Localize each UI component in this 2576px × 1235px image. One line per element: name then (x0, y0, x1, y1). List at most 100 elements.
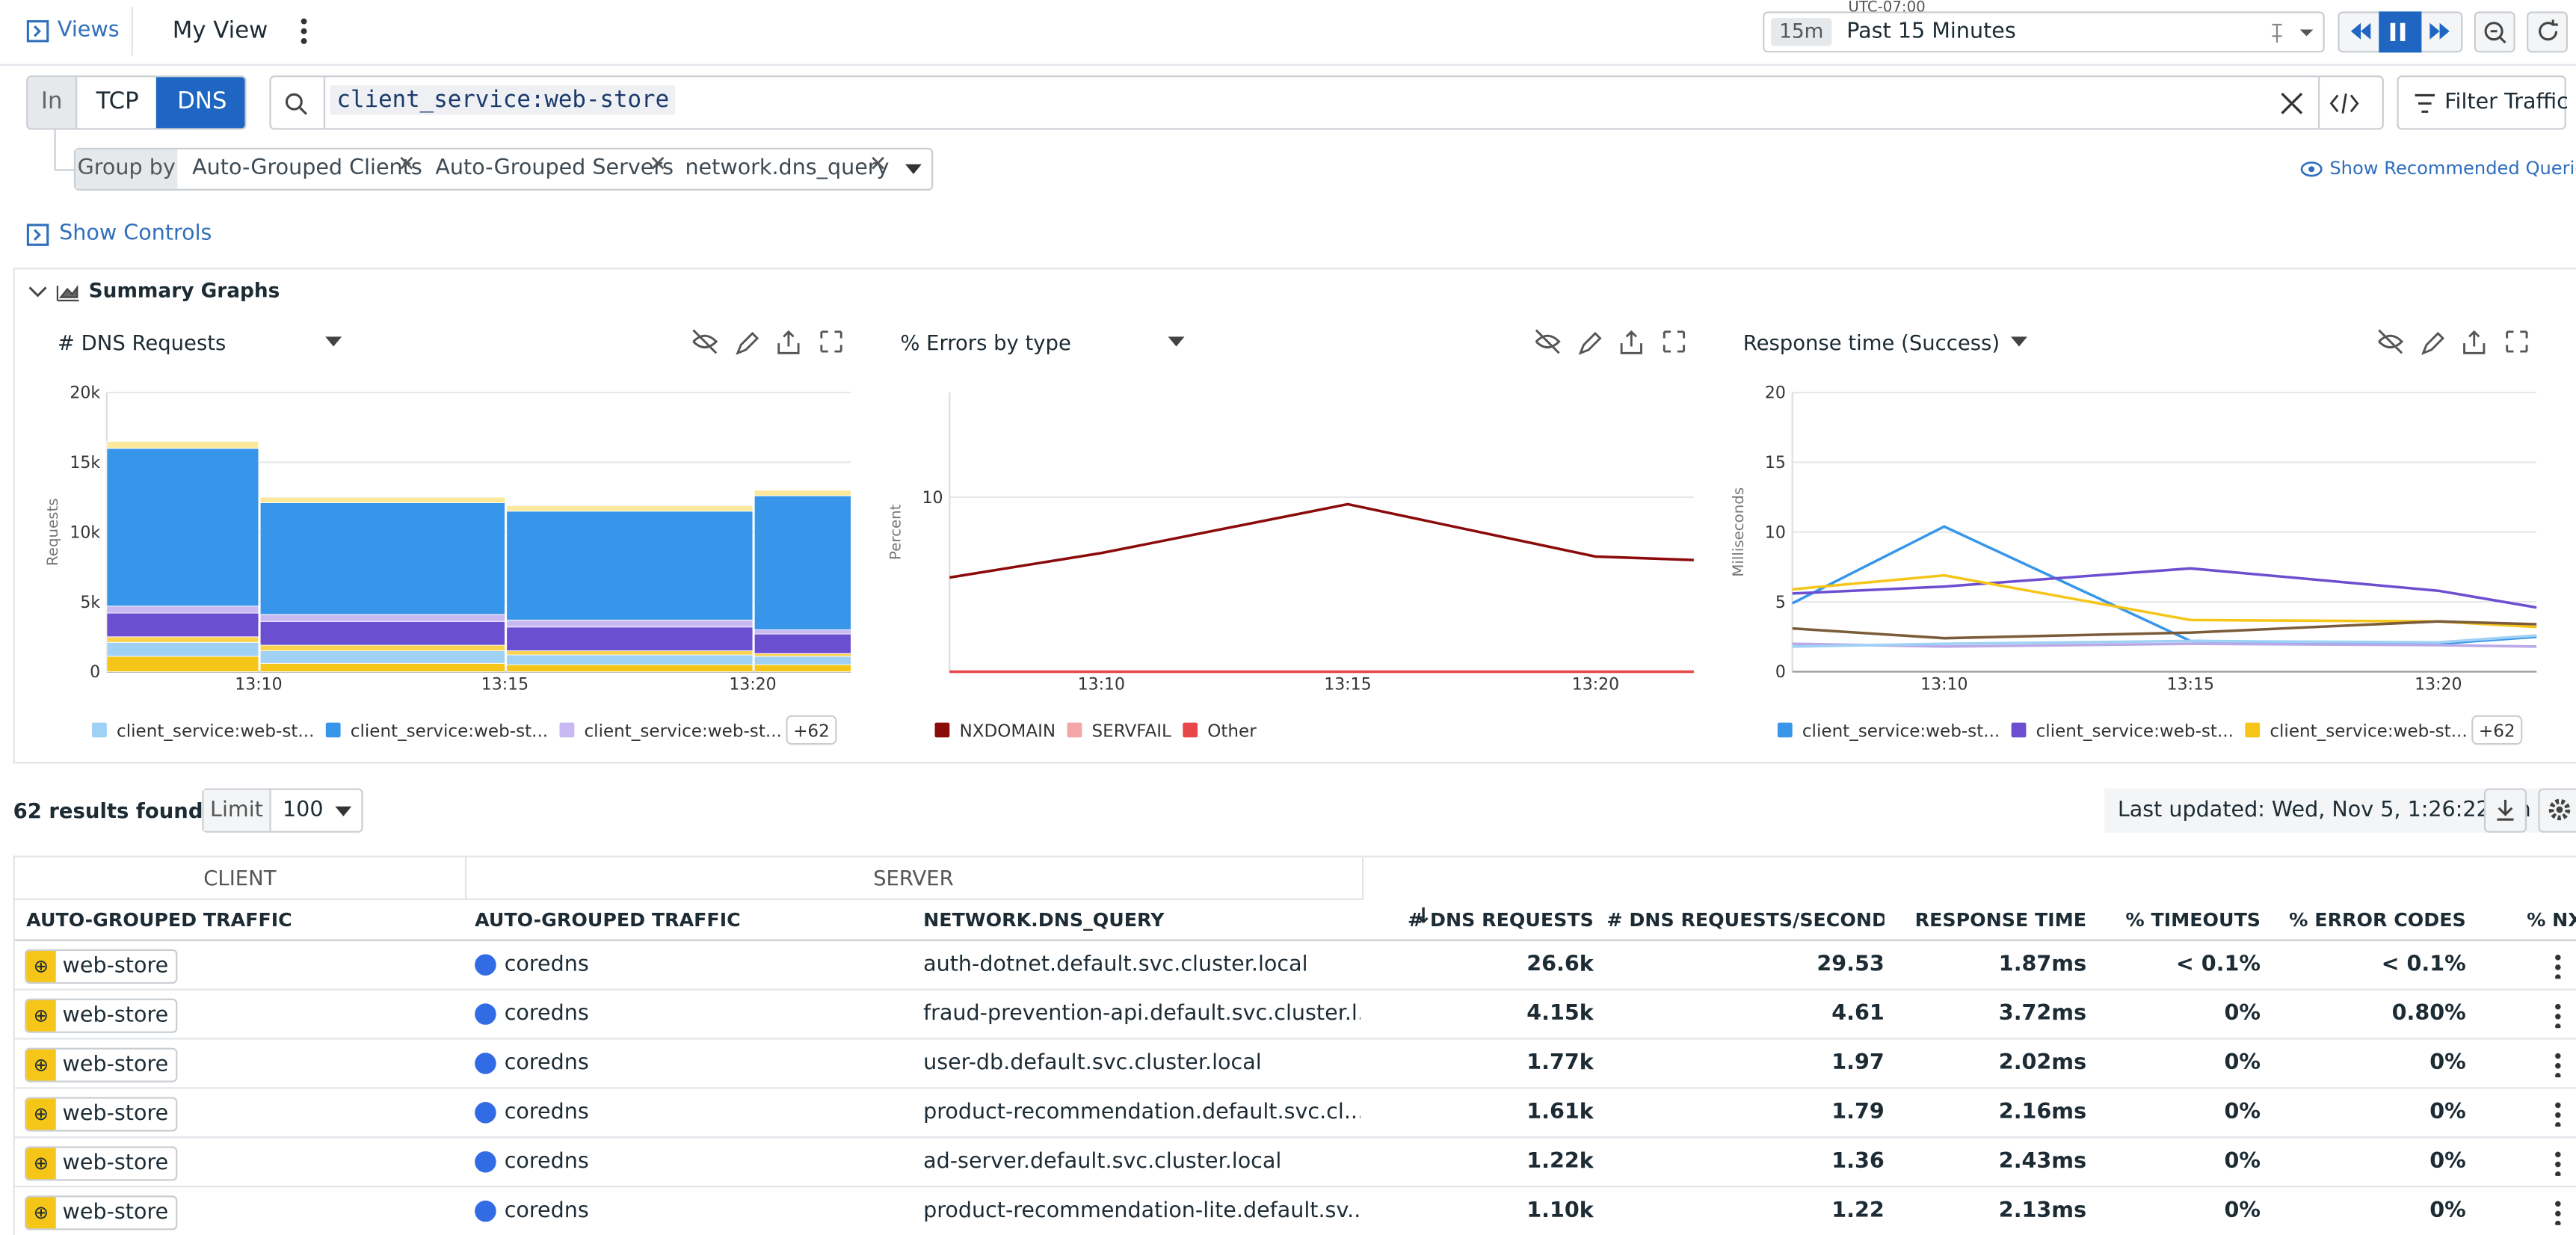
legend-entry[interactable]: client_service:web-st... (351, 721, 548, 741)
hide-icon[interactable] (2378, 329, 2404, 354)
y-tick-label: 20k (70, 384, 100, 403)
show-recommended[interactable]: Show Recommended Queries (2329, 157, 2576, 179)
legend-entry[interactable]: Other (1207, 721, 1257, 741)
bar-segment (106, 641, 259, 657)
cell: product-recommendation.default.svc.cl... (923, 1100, 1361, 1125)
column-header[interactable]: # DNS REQUESTS (1408, 908, 1594, 931)
tab-tcp[interactable]: TCP (76, 77, 158, 129)
remove-tag[interactable]: ✕ (649, 153, 668, 178)
code-icon[interactable] (2329, 92, 2359, 115)
bar-segment (506, 654, 754, 665)
playback-icons (2350, 22, 2450, 41)
cell: 1.87ms (1998, 952, 2087, 978)
cell: 1.61k (1526, 1100, 1594, 1125)
chart-menu-caret[interactable] (1168, 336, 1185, 347)
download-button[interactable] (2483, 788, 2527, 833)
settings-button[interactable] (2538, 788, 2576, 833)
x-tick-label: 13:15 (481, 676, 529, 695)
share-icon[interactable] (777, 330, 800, 354)
hide-icon[interactable] (1535, 329, 1561, 354)
share-icon[interactable] (1620, 330, 1642, 354)
column-header[interactable]: # DNS REQUESTS/SECOND (1606, 908, 1885, 931)
controls-icon (26, 224, 49, 246)
filter-traffic-button[interactable]: Filter Traffic (2397, 76, 2569, 130)
show-controls[interactable]: Show Controls (59, 221, 212, 247)
column-header[interactable]: % NX (2527, 908, 2576, 931)
views-link[interactable]: Views (57, 18, 120, 43)
edit-icon[interactable] (736, 331, 759, 355)
view-name-box[interactable]: My View (155, 10, 281, 53)
row-menu-dots (2554, 952, 2562, 979)
expand-icon[interactable] (2506, 330, 2528, 353)
column-header[interactable]: RESPONSE TIME (1914, 908, 2087, 931)
chart-menu-caret[interactable] (2010, 336, 2027, 347)
tab-in[interactable]: In (28, 77, 76, 129)
cell: 2.43ms (1998, 1149, 2087, 1174)
column-header[interactable]: NETWORK.DNS_QUERY (923, 908, 1165, 931)
cell: 1.10k (1526, 1198, 1594, 1224)
chart-menu-caret[interactable] (325, 336, 342, 347)
column-header[interactable]: AUTO-GROUPED TRAFFIC (26, 908, 292, 931)
pause-button[interactable] (2379, 11, 2422, 53)
search-box[interactable]: client_service:web-store (269, 76, 2384, 130)
bar-segment (106, 636, 259, 643)
group-caret[interactable] (905, 164, 922, 176)
line-series (1792, 620, 2537, 640)
row-menu-dots (2554, 1149, 2562, 1176)
hide-icon[interactable] (692, 329, 718, 354)
remove-tag[interactable]: ✕ (869, 153, 887, 178)
time-range: Past 15 Minutes (1846, 19, 2016, 45)
edit-icon[interactable] (1578, 331, 1602, 355)
legend-entry[interactable]: client_service:web-st... (2270, 721, 2467, 741)
zoom-button[interactable] (2474, 11, 2515, 53)
legend-entry[interactable]: client_service:web-st... (117, 721, 314, 741)
expand-icon[interactable] (1663, 330, 1686, 353)
legend-swatch (559, 722, 575, 738)
zoom-icon (2484, 22, 2506, 44)
cell: auth-dotnet.default.svc.cluster.local (923, 952, 1308, 978)
refresh-button[interactable] (2527, 11, 2569, 53)
y-tick-label: 15k (70, 454, 100, 472)
row-line (14, 1038, 2576, 1040)
legend-more-box[interactable] (2471, 715, 2523, 745)
protocol-tabs: In TCP DNS (26, 76, 247, 130)
legend-entry[interactable]: client_service:web-st... (2036, 721, 2234, 741)
view-menu[interactable] (298, 16, 311, 46)
line-series (1791, 525, 2537, 645)
x-tick-label: 13:15 (2167, 676, 2214, 695)
legend-entry[interactable]: client_service:web-st... (584, 721, 781, 741)
server-name: coredns (504, 1149, 589, 1174)
legend-entry[interactable]: SERVFAIL (1092, 721, 1171, 741)
remove-tag[interactable]: ✕ (397, 153, 416, 178)
limit-select[interactable]: Limit 100 (202, 788, 363, 833)
tab-dns[interactable]: DNS (155, 77, 245, 129)
summary-toggle[interactable] (28, 283, 84, 302)
column-header[interactable]: % TIMEOUTS (2125, 908, 2261, 931)
legend-entry[interactable]: NXDOMAIN (959, 721, 1056, 741)
client-chip: ⊕ web-store (24, 998, 179, 1033)
bar-segment (259, 650, 505, 664)
edit-icon[interactable] (2421, 331, 2445, 355)
chart: # DNS Requests Requests 0 5k 10k 15k 20k 13:10 1… (44, 329, 851, 745)
column-header[interactable]: % ERROR CODES (2289, 908, 2466, 931)
legend-entry[interactable]: client_service:web-st... (1802, 721, 2000, 741)
cell: 0% (2429, 1198, 2466, 1224)
chart-actions (2378, 329, 2528, 355)
expand-icon[interactable] (820, 330, 842, 353)
views-icon[interactable] (26, 19, 49, 43)
client-name: web-store (62, 1151, 169, 1176)
client-icon: ⊕ (26, 1000, 56, 1032)
bar-segment (259, 614, 505, 622)
client-name: web-store (62, 954, 169, 979)
bar-segment (106, 448, 259, 607)
cell: 1.22k (1526, 1149, 1594, 1174)
column-header[interactable]: AUTO-GROUPED TRAFFIC (475, 908, 741, 931)
share-icon[interactable] (2463, 330, 2486, 354)
group-tag: network.dns_query (685, 155, 890, 181)
time-picker[interactable]: 15m Past 15 Minutes (1763, 11, 2325, 53)
results-table: CLIENT SERVER AUTO-GROUPED TRAFFIC AUTO-GRO… (13, 855, 2576, 1235)
cell: 1.79 (1831, 1100, 1885, 1125)
clear-icon[interactable] (2280, 92, 2303, 115)
group-by[interactable]: Group by Auto-Grouped Clients ✕ Auto-Gro… (73, 147, 934, 191)
legend-more-box[interactable] (786, 715, 837, 745)
